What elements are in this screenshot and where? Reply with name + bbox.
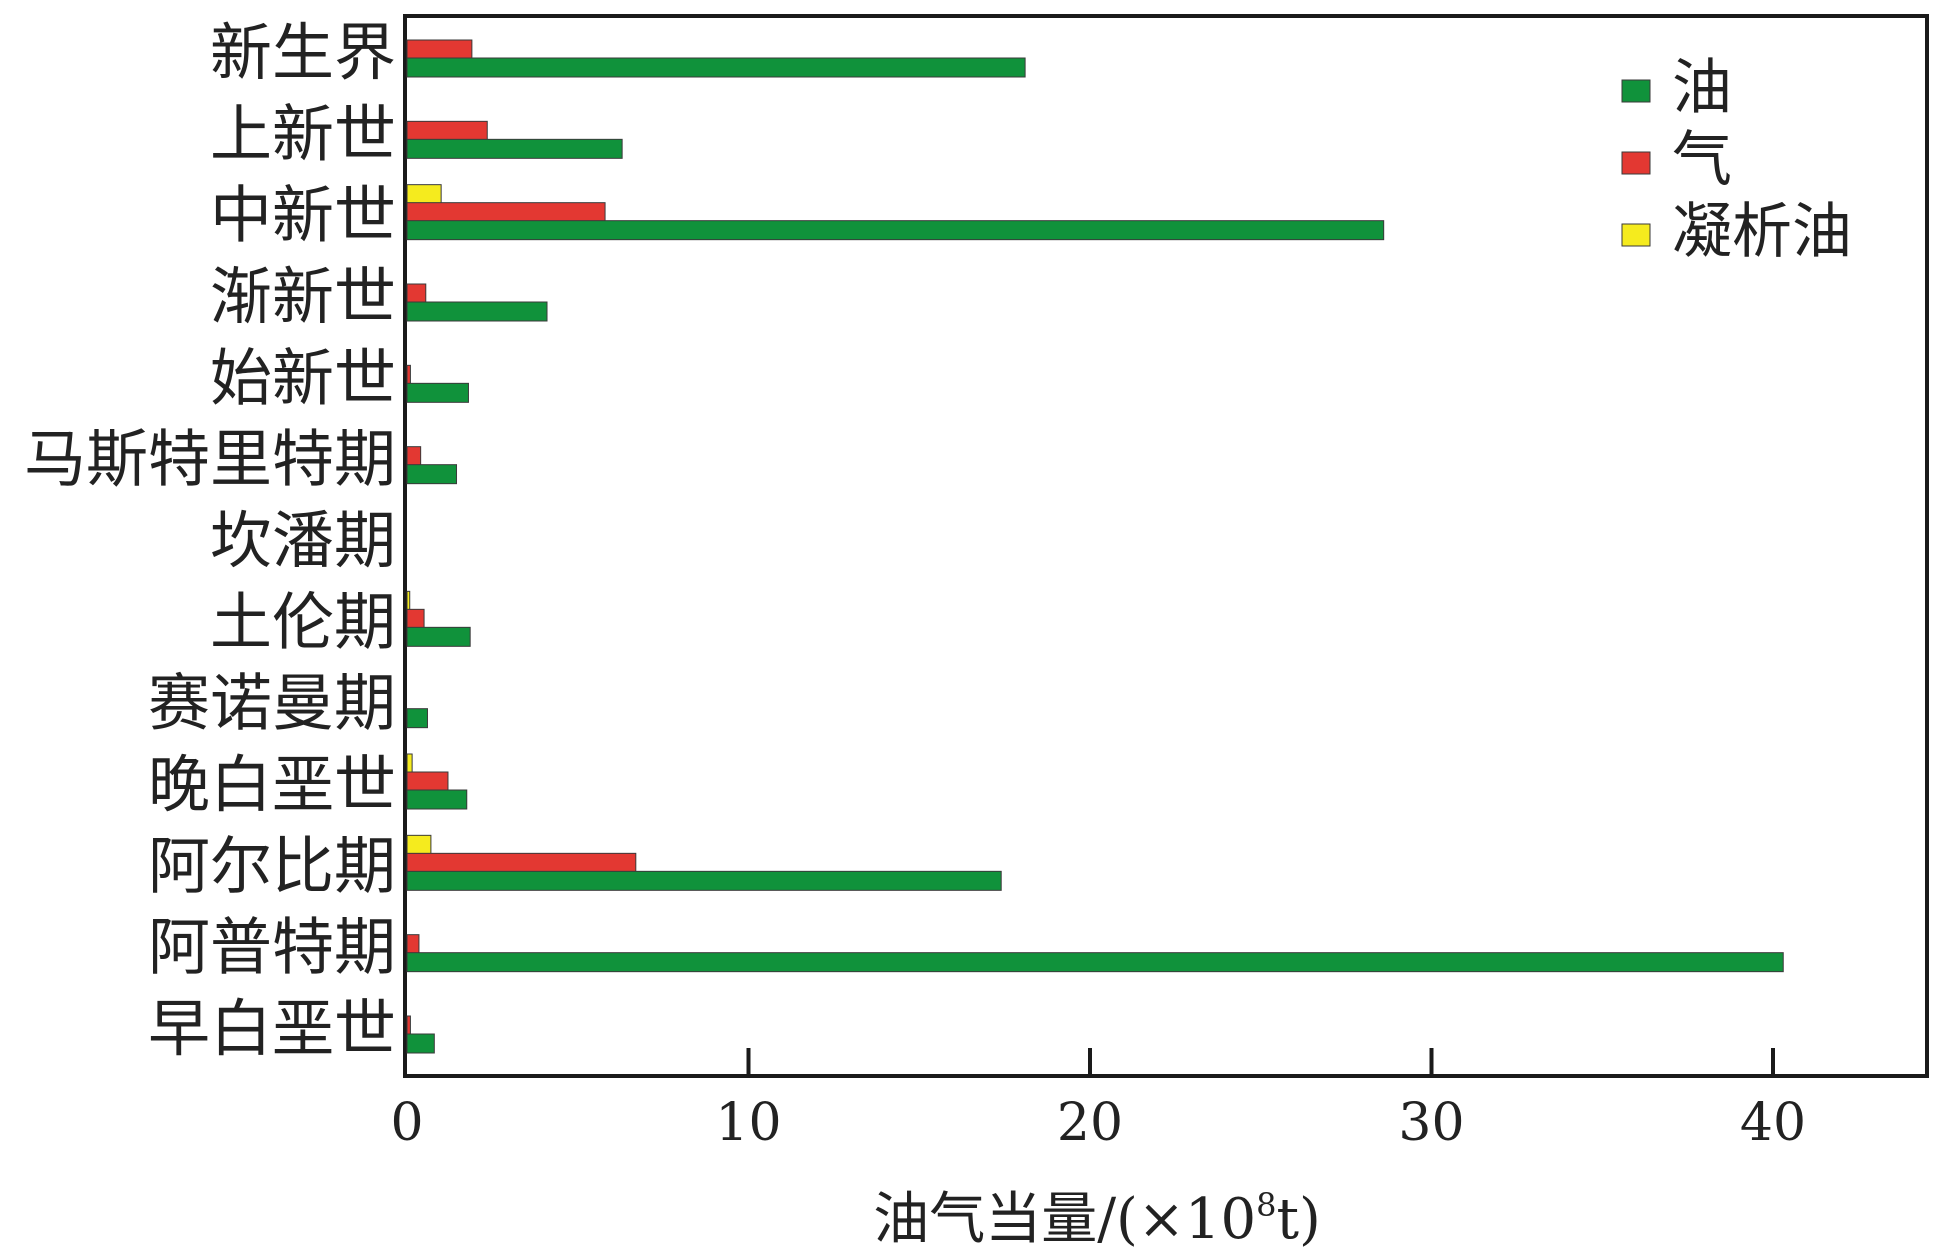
bar (406, 608, 425, 629)
x-tick-label: 10 (715, 1093, 781, 1153)
bar (406, 301, 548, 322)
bar (406, 852, 637, 873)
y-tick-label: 坎潘期 (210, 504, 396, 577)
bar (406, 220, 1385, 241)
y-tick-label: 阿尔比期 (148, 829, 396, 902)
bar (406, 57, 1026, 78)
bar (406, 626, 471, 647)
bar (406, 870, 1002, 891)
x-axis-label-superscript: 8 (1256, 1186, 1276, 1224)
legend-swatch (1621, 223, 1651, 247)
bar (406, 934, 420, 955)
legend-swatch (1621, 151, 1651, 175)
y-tick-label: 阿普特期 (148, 911, 396, 984)
bar (406, 138, 623, 159)
bar (406, 364, 411, 385)
y-tick-label: 新生界 (210, 16, 396, 89)
y-tick-label: 始新世 (210, 341, 396, 414)
bar (406, 39, 473, 60)
bar (406, 120, 488, 141)
y-tick-label: 土伦期 (210, 585, 396, 658)
legend-label: 凝析油 (1672, 197, 1852, 267)
legend-label: 油 (1672, 53, 1732, 123)
legend-swatch (1621, 79, 1651, 103)
bar (406, 590, 411, 611)
bar (406, 1033, 435, 1054)
bars-layer (406, 39, 1784, 1054)
bar (406, 789, 468, 810)
axis-layer: 新生界上新世中新世渐新世始新世马斯特里特期坎潘期土伦期赛诺曼期晚白垩世阿尔比期阿… (24, 16, 1806, 1153)
bar (406, 382, 469, 403)
y-tick-label: 赛诺曼期 (148, 667, 396, 740)
bar (406, 283, 427, 304)
x-tick-label: 40 (1740, 1093, 1806, 1153)
bar (406, 446, 422, 467)
y-tick-label: 早白垩世 (148, 992, 396, 1065)
y-tick-label: 晚白垩世 (148, 748, 396, 821)
x-axis-label-tail: t) (1276, 1187, 1320, 1252)
x-axis-label-main: 油气当量/(×10 (873, 1187, 1256, 1252)
x-tick-label: 20 (1057, 1093, 1123, 1153)
y-tick-label: 中新世 (210, 179, 396, 252)
legend-label: 气 (1672, 125, 1732, 195)
x-axis-label: 油气当量/(×108t) (873, 1186, 1321, 1252)
x-tick-label: 0 (390, 1093, 423, 1153)
y-tick-label: 上新世 (210, 97, 396, 170)
y-tick-label: 渐新世 (210, 260, 396, 333)
bar (406, 708, 428, 729)
bar (406, 1015, 411, 1036)
x-tick-label: 30 (1398, 1093, 1464, 1153)
bar (406, 952, 1784, 973)
bar (406, 184, 442, 205)
bar (406, 753, 413, 774)
plot-frame (403, 14, 1929, 1078)
bar (406, 771, 449, 792)
y-tick-label: 马斯特里特期 (24, 423, 396, 496)
bar (406, 834, 432, 855)
bar (406, 464, 458, 485)
bar (406, 202, 606, 223)
